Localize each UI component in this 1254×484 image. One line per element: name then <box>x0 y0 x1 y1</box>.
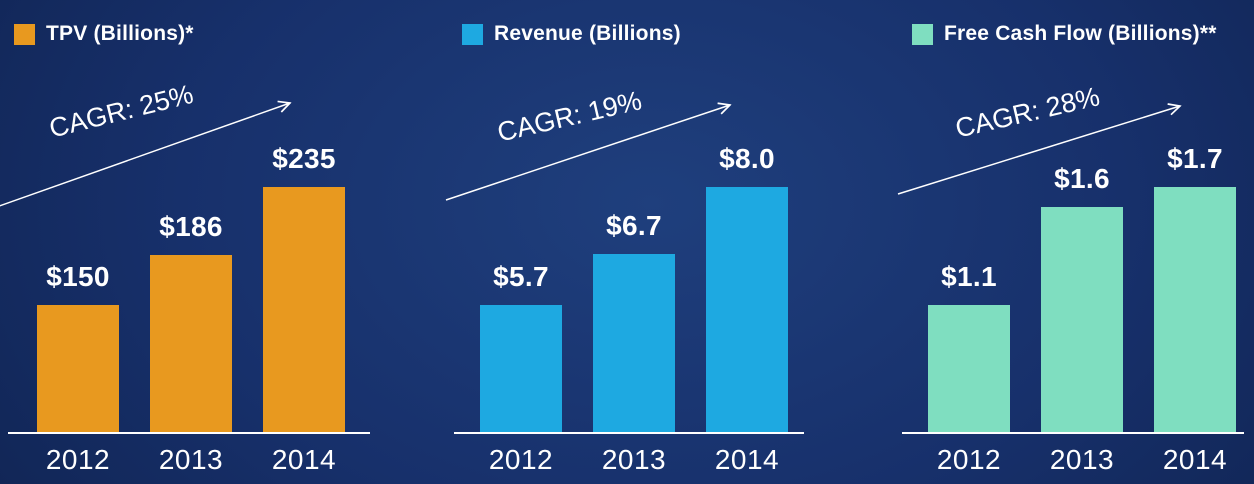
chart-panel-revenue: Revenue (Billions) CAGR: 19% $5.7 2012 $… <box>418 0 836 484</box>
x-axis-tick-label: 2014 <box>271 444 337 475</box>
x-axis-tick-label: 2013 <box>601 444 667 475</box>
cagr-arrow-icon <box>445 0 836 201</box>
bar-value-label: $1.1 <box>941 261 997 292</box>
bar-group: $1.1 2012 <box>928 261 1010 475</box>
bar <box>480 305 562 432</box>
x-axis-tick-label: 2014 <box>714 444 780 475</box>
x-axis-line <box>8 432 370 434</box>
cagr-arrow-icon <box>897 0 1254 195</box>
bar-group: $6.7 2013 <box>593 210 675 475</box>
legend-swatch <box>14 23 35 45</box>
bar-value-label: $235 <box>272 143 336 174</box>
bar <box>150 255 232 432</box>
chart-panel-tpv: TPV (Billions)* CAGR: 25% $150 2012 $186… <box>0 0 418 484</box>
legend-label: TPV (Billions)* <box>46 22 194 45</box>
bar-value-label: $5.7 <box>493 261 549 292</box>
x-axis-tick-label: 2013 <box>158 444 224 475</box>
cagr-arrow-icon <box>0 0 418 207</box>
x-axis-tick-label: 2013 <box>1049 444 1115 475</box>
bar-group: $5.7 2012 <box>480 261 562 475</box>
x-axis-tick-label: 2012 <box>936 444 1002 475</box>
bar <box>928 305 1010 432</box>
bar <box>593 254 675 432</box>
bar-group: $150 2012 <box>37 261 119 475</box>
bar-value-label: $1.6 <box>1054 163 1110 194</box>
bar-value-label: $6.7 <box>606 210 662 241</box>
bar-value-label: $1.7 <box>1167 143 1223 174</box>
bar-group: $8.0 2014 <box>706 143 788 475</box>
bar-value-label: $186 <box>159 211 223 242</box>
bar-group: $235 2014 <box>263 143 345 475</box>
x-axis-tick-label: 2012 <box>45 444 111 475</box>
legend: Free Cash Flow (Billions)** <box>912 22 1217 46</box>
bar-value-label: $8.0 <box>719 143 775 174</box>
legend-label: Free Cash Flow (Billions)** <box>944 22 1217 45</box>
legend-swatch <box>462 23 483 45</box>
bar-group: $1.6 2013 <box>1041 163 1123 475</box>
x-axis-line <box>454 432 804 434</box>
legend-label: Revenue (Billions) <box>494 22 681 45</box>
bar-group: $186 2013 <box>150 211 232 475</box>
x-axis-tick-label: 2012 <box>488 444 554 475</box>
bar <box>37 305 119 432</box>
x-axis-tick-label: 2014 <box>1162 444 1228 475</box>
legend: Revenue (Billions) <box>462 22 681 46</box>
legend: TPV (Billions)* <box>14 22 194 46</box>
chart-panel-free-cash-flow: Free Cash Flow (Billions)** CAGR: 28% $1… <box>836 0 1254 484</box>
legend-swatch <box>912 23 933 45</box>
bar <box>1041 207 1123 432</box>
bar <box>1154 187 1236 432</box>
x-axis-line <box>902 432 1244 434</box>
bar <box>263 187 345 432</box>
bar-group: $1.7 2014 <box>1154 143 1236 475</box>
bar <box>706 187 788 432</box>
bar-value-label: $150 <box>46 261 110 292</box>
